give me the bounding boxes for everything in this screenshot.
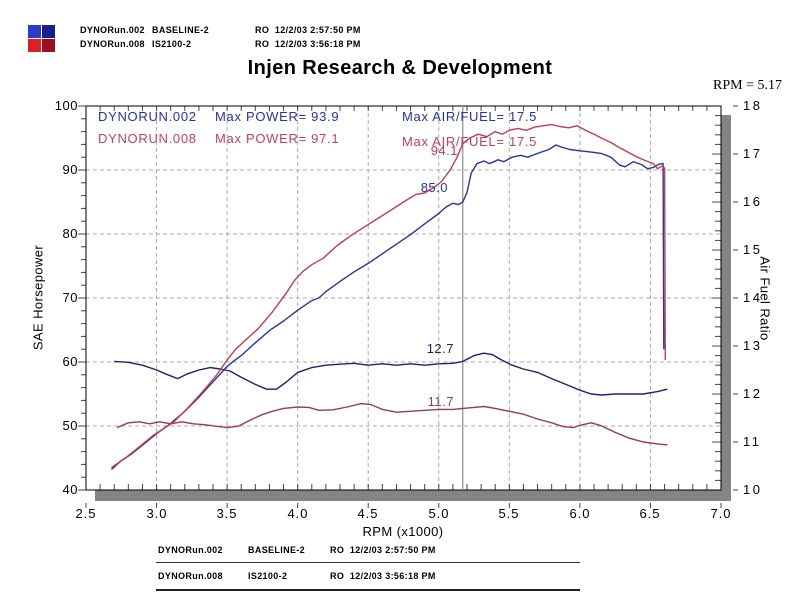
- footer-divider-2: [156, 589, 580, 591]
- y-left-tick-label: 70: [62, 290, 78, 305]
- y-right-tick-label: 16: [743, 194, 763, 209]
- x-tick-label: 6.0: [569, 506, 591, 521]
- logo-square: [28, 25, 41, 38]
- footer-run-label-2: IS2100-2: [248, 571, 288, 581]
- y-left-tick-label: 90: [62, 162, 78, 177]
- header-run-file-1: DYNORun.002: [80, 25, 145, 35]
- footer-run-stamp-1: RO 12/2/03 2:57:50 PM: [330, 545, 436, 555]
- y-left-tick-label: 60: [62, 354, 78, 369]
- series-dynorun-002-power: [110, 144, 665, 471]
- series-dynorun-008-air-fuel: [116, 402, 668, 446]
- y-right-tick-label: 13: [743, 338, 763, 353]
- legend-afr-2: Max AIR/FUEL= 17.5: [402, 134, 538, 149]
- header-run-label-1: BASELINE-2: [152, 25, 210, 35]
- cursor-reading-afr-008: 11.7: [427, 394, 454, 409]
- cursor-reading-power-002: 85.0: [420, 180, 448, 195]
- cursor-reading-power-008: 94.1: [430, 143, 458, 158]
- footer-run-label-1: BASELINE-2: [248, 545, 306, 555]
- y-left-tick-label: 80: [62, 226, 78, 241]
- page-title: Injen Research & Development: [247, 57, 553, 79]
- x-tick-label: 5.0: [428, 506, 450, 521]
- legend-afr-1: Max AIR/FUEL= 17.5: [402, 109, 538, 124]
- plot-border: [85, 105, 722, 491]
- footer-run-stamp-2: RO 12/2/03 3:56:18 PM: [330, 571, 436, 581]
- y-right-tick-label: 10: [743, 482, 763, 497]
- x-tick-label: 2.5: [75, 506, 97, 521]
- header-run-file-2: DYNORun.008: [80, 39, 145, 49]
- y-right-tick-label: 11: [743, 434, 762, 449]
- header-run-stamp-1: RO 12/2/03 2:57:50 PM: [255, 25, 361, 35]
- y-right-tick-label: 15: [743, 242, 763, 257]
- y-left-tick-label: 50: [62, 418, 78, 433]
- x-axis-title: RPM (x1000): [362, 524, 444, 539]
- cursor-reading-afr-002: 12.7: [426, 341, 454, 356]
- dynojet-logo-icon: [28, 25, 56, 53]
- series-dynorun-008-power: [111, 123, 666, 469]
- x-tick-label: 4.5: [357, 506, 379, 521]
- header-run-stamp-2: RO 12/2/03 3:56:18 PM: [255, 39, 361, 49]
- y-right-tick-label: 18: [743, 98, 763, 113]
- logo-square: [42, 39, 55, 52]
- header-run-label-2: IS2100-2: [152, 39, 192, 49]
- y-right-tick-label: 17: [743, 146, 763, 161]
- logo-square: [42, 25, 55, 38]
- y-left-tick-label: 40: [62, 482, 78, 497]
- y-right-tick-label: 12: [743, 386, 763, 401]
- legend-power-1: Max POWER= 93.9: [215, 109, 340, 124]
- footer-divider-1: [156, 562, 580, 563]
- footer-run-file-1: DYNORun.002: [158, 545, 223, 555]
- series-dynorun-002-air-fuel: [114, 352, 668, 396]
- x-tick-label: 7.0: [710, 506, 732, 521]
- legend-run-2: DYNORUN.008: [98, 131, 197, 146]
- x-tick-label: 4.0: [287, 506, 309, 521]
- x-tick-label: 5.5: [498, 506, 520, 521]
- y-right-tick-label: 14: [743, 290, 763, 305]
- footer-run-file-2: DYNORun.008: [158, 571, 223, 581]
- rpm-cursor-readout: RPM = 5.17: [713, 78, 782, 93]
- legend-power-2: Max POWER= 97.1: [215, 131, 340, 146]
- y-left-tick-label: 100: [54, 98, 78, 113]
- x-tick-label: 3.5: [216, 506, 238, 521]
- legend-run-1: DYNORUN.002: [98, 109, 197, 124]
- logo-square: [28, 39, 41, 52]
- x-tick-label: 6.5: [639, 506, 661, 521]
- x-tick-label: 3.0: [146, 506, 168, 521]
